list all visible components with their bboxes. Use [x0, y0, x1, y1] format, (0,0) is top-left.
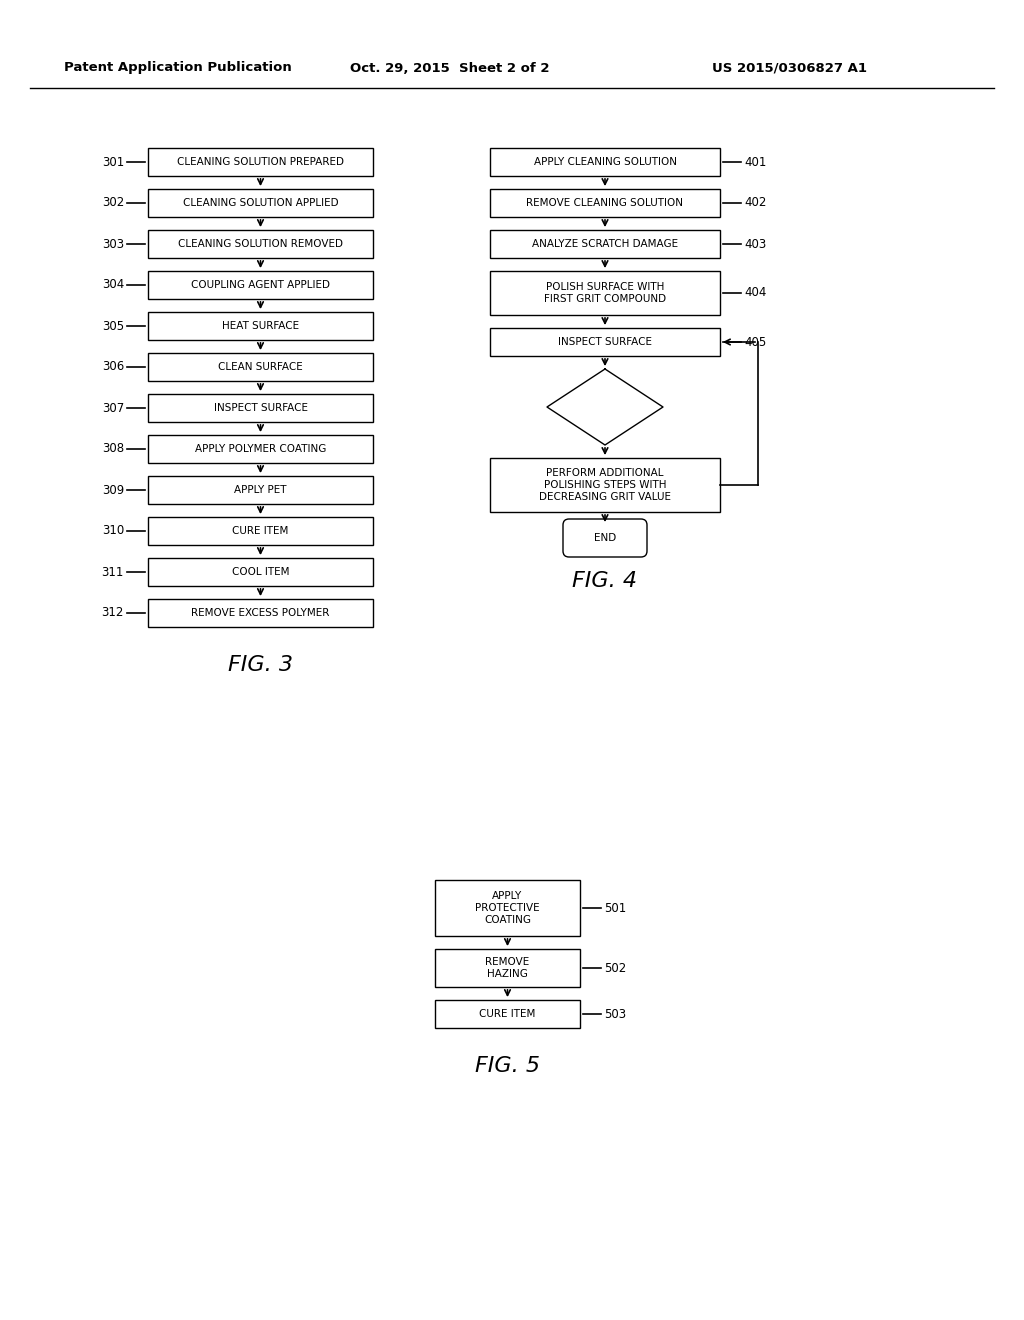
FancyBboxPatch shape: [490, 189, 720, 216]
Text: COUPLING AGENT APPLIED: COUPLING AGENT APPLIED: [191, 280, 330, 290]
Text: 404: 404: [744, 286, 766, 300]
Text: REMOVE CLEANING SOLUTION: REMOVE CLEANING SOLUTION: [526, 198, 683, 209]
FancyBboxPatch shape: [148, 230, 373, 257]
FancyBboxPatch shape: [490, 458, 720, 512]
Text: REMOVE
HAZING: REMOVE HAZING: [485, 957, 529, 979]
Text: ANALYZE SCRATCH DAMAGE: ANALYZE SCRATCH DAMAGE: [531, 239, 678, 249]
Text: CLEANING SOLUTION REMOVED: CLEANING SOLUTION REMOVED: [178, 239, 343, 249]
Text: APPLY CLEANING SOLUTION: APPLY CLEANING SOLUTION: [534, 157, 677, 168]
Text: HEAT SURFACE: HEAT SURFACE: [222, 321, 299, 331]
Text: CURE ITEM: CURE ITEM: [232, 525, 289, 536]
Text: PERFORM ADDITIONAL
POLISHING STEPS WITH
DECREASING GRIT VALUE: PERFORM ADDITIONAL POLISHING STEPS WITH …: [539, 469, 671, 502]
Text: CLEANING SOLUTION PREPARED: CLEANING SOLUTION PREPARED: [177, 157, 344, 168]
FancyBboxPatch shape: [148, 517, 373, 545]
Text: 307: 307: [101, 401, 124, 414]
Text: 405: 405: [744, 335, 766, 348]
Text: Oct. 29, 2015  Sheet 2 of 2: Oct. 29, 2015 Sheet 2 of 2: [350, 62, 550, 74]
Text: POLISH SURFACE WITH
FIRST GRIT COMPOUND: POLISH SURFACE WITH FIRST GRIT COMPOUND: [544, 282, 666, 304]
Text: 402: 402: [744, 197, 766, 210]
Text: REMOVE EXCESS POLYMER: REMOVE EXCESS POLYMER: [191, 609, 330, 618]
Polygon shape: [547, 370, 663, 445]
FancyBboxPatch shape: [490, 327, 720, 356]
Text: CLEANING SOLUTION APPLIED: CLEANING SOLUTION APPLIED: [182, 198, 338, 209]
Text: 306: 306: [101, 360, 124, 374]
Text: INSPECT SURFACE: INSPECT SURFACE: [213, 403, 307, 413]
FancyBboxPatch shape: [490, 148, 720, 176]
Text: 309: 309: [101, 483, 124, 496]
FancyBboxPatch shape: [148, 599, 373, 627]
FancyBboxPatch shape: [490, 271, 720, 315]
FancyBboxPatch shape: [148, 189, 373, 216]
FancyBboxPatch shape: [148, 148, 373, 176]
Text: 304: 304: [101, 279, 124, 292]
Text: APPLY PET: APPLY PET: [234, 484, 287, 495]
Text: COOL ITEM: COOL ITEM: [231, 568, 289, 577]
Text: FIG. 5: FIG. 5: [475, 1056, 540, 1076]
Text: APPLY POLYMER COATING: APPLY POLYMER COATING: [195, 444, 327, 454]
FancyBboxPatch shape: [148, 477, 373, 504]
FancyBboxPatch shape: [148, 271, 373, 300]
Text: 503: 503: [604, 1007, 626, 1020]
FancyBboxPatch shape: [563, 519, 647, 557]
Text: 403: 403: [744, 238, 766, 251]
Text: END: END: [594, 533, 616, 543]
Text: 310: 310: [101, 524, 124, 537]
Text: 303: 303: [101, 238, 124, 251]
Text: FIG. 4: FIG. 4: [572, 572, 638, 591]
Text: CLEAN SURFACE: CLEAN SURFACE: [218, 362, 303, 372]
Text: 312: 312: [101, 606, 124, 619]
FancyBboxPatch shape: [435, 949, 580, 987]
Text: APPLY
PROTECTIVE
COATING: APPLY PROTECTIVE COATING: [475, 891, 540, 924]
Text: CURE ITEM: CURE ITEM: [479, 1008, 536, 1019]
FancyBboxPatch shape: [435, 880, 580, 936]
Text: 301: 301: [101, 156, 124, 169]
Text: FIG. 3: FIG. 3: [228, 655, 293, 675]
FancyBboxPatch shape: [490, 230, 720, 257]
Text: INSPECT SURFACE: INSPECT SURFACE: [558, 337, 652, 347]
FancyBboxPatch shape: [435, 1001, 580, 1028]
FancyBboxPatch shape: [148, 352, 373, 381]
Text: 305: 305: [101, 319, 124, 333]
FancyBboxPatch shape: [148, 312, 373, 341]
Text: 502: 502: [604, 961, 627, 974]
Text: US 2015/0306827 A1: US 2015/0306827 A1: [713, 62, 867, 74]
Text: 302: 302: [101, 197, 124, 210]
FancyBboxPatch shape: [148, 393, 373, 422]
Text: 311: 311: [101, 565, 124, 578]
FancyBboxPatch shape: [148, 436, 373, 463]
Text: Patent Application Publication: Patent Application Publication: [65, 62, 292, 74]
Text: 308: 308: [101, 442, 124, 455]
Text: 401: 401: [744, 156, 766, 169]
Text: 501: 501: [604, 902, 627, 915]
FancyBboxPatch shape: [148, 558, 373, 586]
